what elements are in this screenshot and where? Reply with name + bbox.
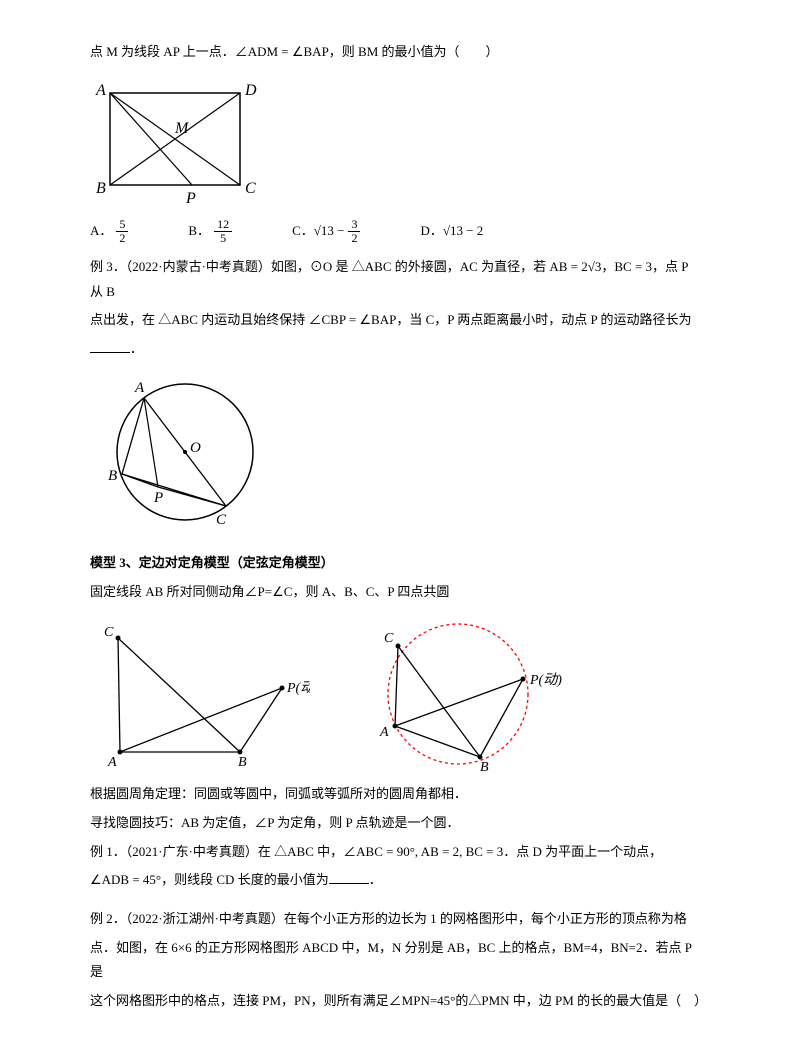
ex1-l2-text: ∠ADB = 45°，则线段 CD 长度的最小值为: [90, 872, 329, 887]
choice-D: D．√13 − 2: [420, 218, 483, 245]
blank-fill: [90, 339, 130, 353]
frac-den: 2: [116, 232, 128, 245]
q0-line: 点 M 为线段 AP 上一点．∠ADM = ∠BAP，则 BM 的最小值为（ ）: [90, 40, 704, 65]
diagram-pair: A B C P(动) A B C P(动): [90, 614, 704, 774]
circle-diagram: A B C O P: [90, 372, 704, 537]
label-P: P(动): [286, 680, 310, 696]
label-O: O: [190, 440, 201, 456]
choice-A-label: A．: [90, 219, 112, 244]
choice-B-label: B．: [188, 219, 210, 244]
frac-num: 12: [214, 218, 232, 232]
theorem-l1: 根据圆周角定理：同圆或等圆中，同弧或等弧所对的圆周角都相．: [90, 782, 704, 807]
label-B: B: [238, 755, 247, 770]
model3-title: 模型 3、定边对定角模型（定弦定角模型）: [90, 551, 704, 576]
label-C: C: [245, 180, 256, 197]
theorem-l2: 寻找隐圆技巧：AB 为定值，∠P 为定角，则 P 点轨迹是一个圆．: [90, 811, 704, 836]
q3-period: ．: [130, 341, 143, 356]
label-P: P: [153, 490, 163, 506]
label-D: D: [244, 82, 257, 99]
label-C2: C: [384, 631, 394, 646]
choice-C: C．√13 − 32: [292, 218, 360, 245]
frac-num: 5: [116, 218, 128, 232]
label-A: A: [134, 380, 145, 396]
choice-C-label: C．√13 −: [292, 219, 344, 244]
label-M: M: [174, 120, 190, 137]
ex1-period: ．: [369, 872, 382, 887]
frac-num: 3: [348, 218, 360, 232]
label-C: C: [104, 625, 114, 640]
choice-D-label: D．√13 − 2: [420, 219, 483, 244]
choice-B: B． 125: [188, 218, 232, 245]
label-A2: A: [379, 725, 389, 740]
model3-line: 固定线段 AB 所对同侧动角∠P=∠C，则 A、B、C、P 四点共圆: [90, 580, 704, 605]
label-A: A: [107, 755, 117, 770]
label-C: C: [216, 512, 227, 528]
label-B: B: [96, 180, 106, 197]
q3-l1: 例 3．（2022·内蒙古·中考真题）如图，⊙O 是 △ABC 的外接圆，AC …: [90, 255, 704, 304]
choice-A: A． 52: [90, 218, 128, 245]
label-P2: P(动): [529, 672, 562, 688]
ex1-l1: 例 1．（2021·广东·中考真题）在 △ABC 中，∠ABC = 90°, A…: [90, 840, 704, 865]
blank-fill: [329, 870, 369, 884]
frac-den: 5: [214, 232, 232, 245]
ex1-l2: ∠ADB = 45°，则线段 CD 长度的最小值为 ．: [90, 868, 704, 893]
choices-row: A． 52 B． 125 C．√13 − 32 D．√13 − 2: [90, 218, 704, 245]
label-A: A: [95, 82, 106, 99]
ex2-l2: 点．如图，在 6×6 的正方形网格图形 ABCD 中，M，N 分别是 AB，BC…: [90, 936, 704, 985]
label-B2: B: [480, 760, 489, 774]
label-P: P: [185, 190, 196, 207]
rect-diagram: A D B C P M: [90, 75, 704, 210]
frac-den: 2: [348, 232, 360, 245]
ex2-l1: 例 2．（2022·浙江湖州·中考真题）在每个小正方形的边长为 1 的网格图形中…: [90, 907, 704, 932]
ex2-l3: 这个网格图形中的格点，连接 PM，PN，则所有满足∠MPN=45°的△PMN 中…: [90, 989, 704, 1014]
label-B: B: [108, 468, 117, 484]
q3-l3: ．: [90, 337, 704, 362]
q3-l2: 点出发，在 △ABC 内运动且始终保持 ∠CBP = ∠BAP，当 C，P 两点…: [90, 308, 704, 333]
